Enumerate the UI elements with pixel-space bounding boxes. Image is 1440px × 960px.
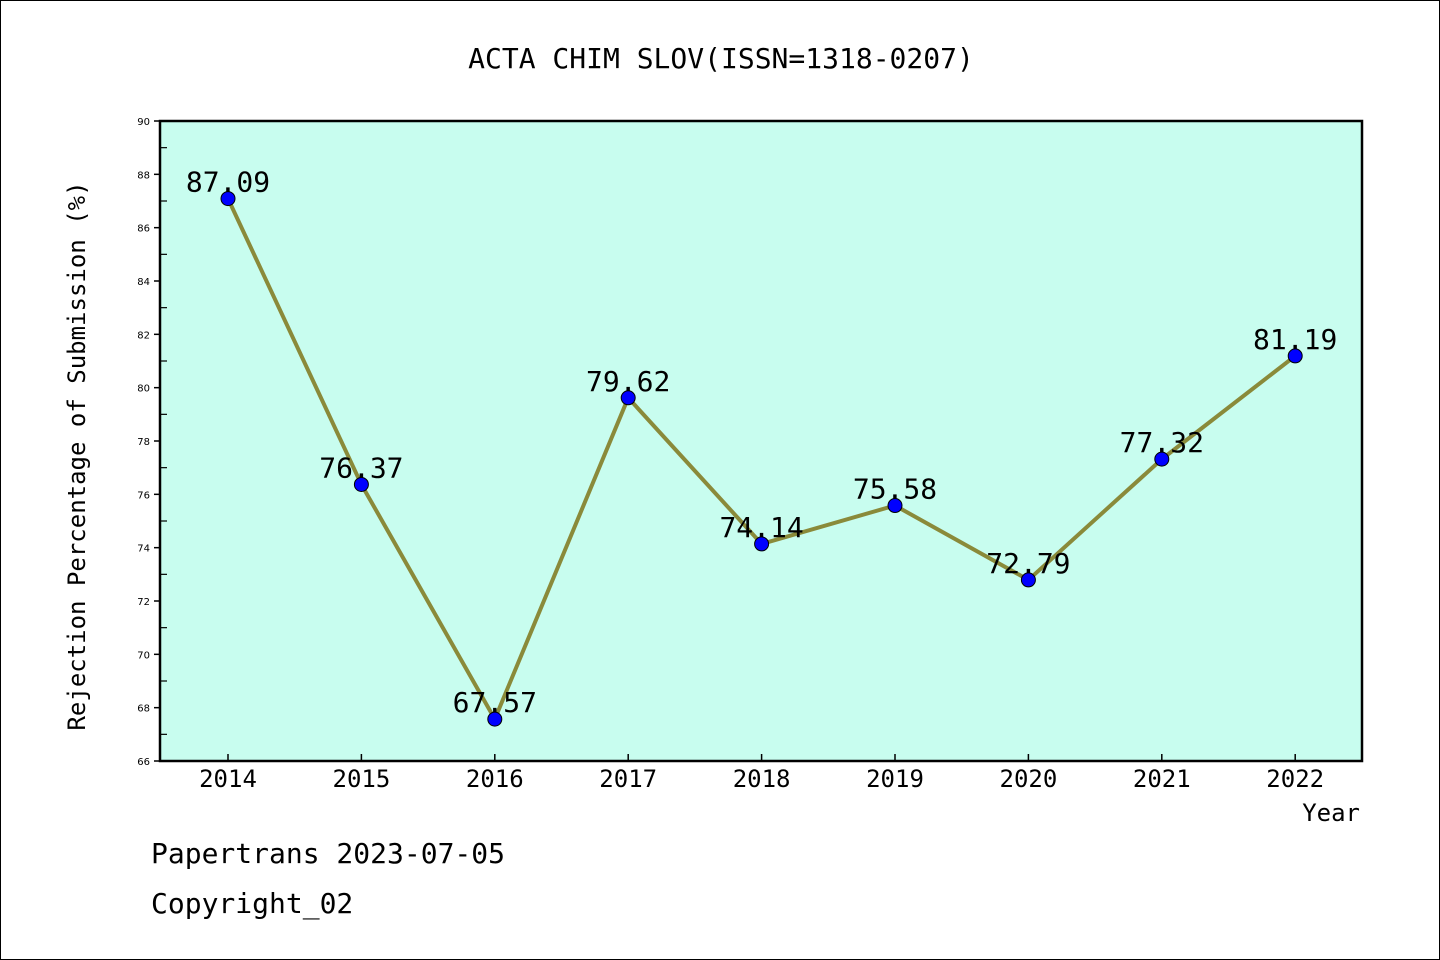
data-label: 87.09	[186, 166, 270, 199]
x-tick-label: 2020	[1000, 765, 1058, 793]
plot-area	[158, 119, 1364, 763]
y-tick-label: 82	[137, 330, 150, 341]
y-tick-label: 66	[137, 757, 150, 768]
x-axis-label: Year	[1302, 799, 1360, 827]
x-axis: 2014 2015 2016 2017 2018 2019 2020 2021 2022	[199, 754, 1324, 793]
data-point	[887, 498, 903, 514]
y-tick-label: 90	[137, 117, 150, 128]
data-label: 77.32	[1120, 426, 1204, 459]
x-tick-label: 2022	[1266, 765, 1324, 793]
x-tick-label: 2021	[1133, 765, 1191, 793]
data-point	[1287, 348, 1303, 364]
chart-title: ACTA CHIM SLOV(ISSN=1318-0207)	[468, 42, 974, 75]
footer-copyright: Copyright_02	[151, 887, 354, 920]
x-tick-label: 2015	[333, 765, 391, 793]
data-label: 72.79	[986, 547, 1070, 580]
y-tick-label: 76	[137, 490, 150, 501]
x-tick-label: 2018	[733, 765, 791, 793]
y-tick-label: 68	[137, 704, 150, 715]
data-labels: 87.09 76.37 67.57 79.62 74.14 75.58 72.79 77.32…	[186, 166, 1337, 720]
data-label: 67.57	[453, 686, 537, 719]
data-point	[487, 711, 503, 727]
data-label: 74.14	[719, 511, 803, 544]
data-point	[220, 191, 236, 207]
data-point	[620, 390, 636, 406]
y-tick-label: 84	[137, 277, 150, 288]
data-point	[754, 536, 770, 552]
footer-credit: Papertrans 2023-07-05	[151, 837, 506, 870]
x-tick-label: 2019	[866, 765, 924, 793]
y-tick-label: 72	[137, 597, 150, 608]
y-tick-label: 88	[137, 170, 150, 181]
data-label: 76.37	[319, 451, 403, 484]
data-label: 75.58	[853, 473, 937, 506]
y-tick-label: 78	[137, 437, 150, 448]
x-tick-label: 2016	[466, 765, 524, 793]
data-label: 81.19	[1253, 323, 1337, 356]
y-axis-label: Rejection Percentage of Submission (%)	[63, 181, 91, 730]
x-tick-label: 2014	[199, 765, 257, 793]
y-tick-label: 80	[137, 384, 150, 395]
x-tick-label: 2017	[599, 765, 657, 793]
y-axis: 66 68 70 72 74 76 78 80 82 84 86 88 90	[137, 117, 167, 768]
data-point	[1020, 572, 1036, 588]
y-tick-label: 74	[137, 544, 150, 555]
data-point	[1154, 451, 1170, 467]
y-tick-label: 86	[137, 224, 150, 235]
data-label: 79.62	[586, 365, 670, 398]
series-markers	[220, 191, 1303, 727]
data-point	[353, 476, 369, 492]
y-tick-label: 70	[137, 650, 150, 661]
